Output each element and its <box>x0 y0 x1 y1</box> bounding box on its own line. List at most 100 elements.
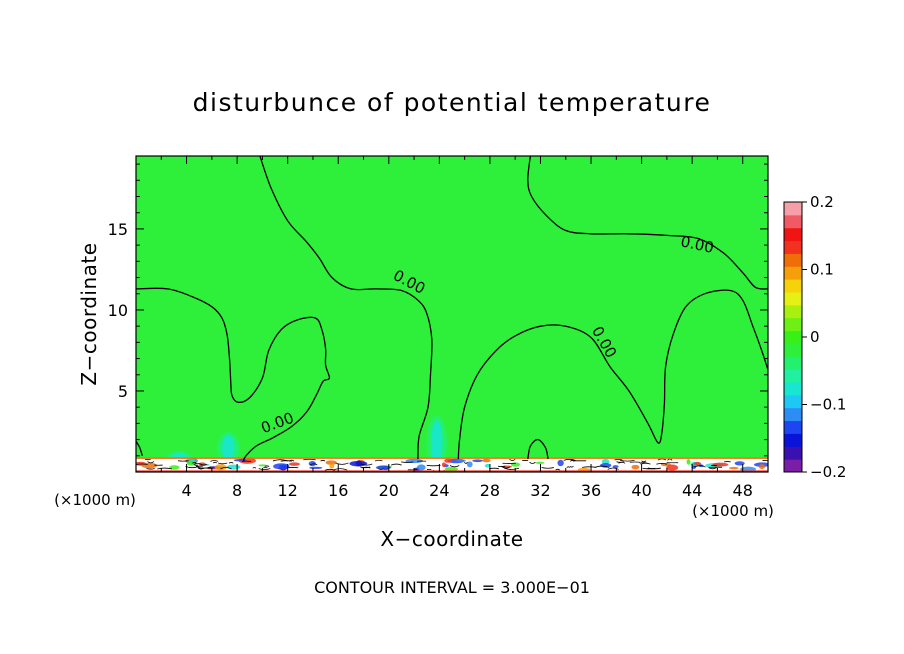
anomaly-spot-1 <box>221 434 235 461</box>
surface-contour-39 <box>335 462 349 465</box>
colorbar-swatch-12 <box>784 304 802 319</box>
surface-contour-16 <box>146 468 155 470</box>
surface-blob-65 <box>441 462 446 468</box>
surface-contour-57 <box>594 465 610 468</box>
colorbar-swatch-14 <box>784 279 802 293</box>
contour-line-3 <box>527 156 768 290</box>
surface-blob-2 <box>309 466 323 470</box>
surface-blob-67 <box>686 459 691 465</box>
colorbar-swatch-19 <box>784 214 802 229</box>
colorbar-swatch-6 <box>784 382 802 396</box>
x-axis-label: X−coordinate <box>380 527 523 551</box>
surface-blob-60 <box>693 462 702 466</box>
surface-contour-14 <box>136 463 148 465</box>
surface-contour-60 <box>555 468 561 471</box>
x-axis-ticks: 4 8 12 16 20 24 28 32 36 40 44 48 <box>160 156 753 500</box>
surface-blob-33 <box>444 467 459 472</box>
x-tick-label-44: 44 <box>682 481 702 500</box>
surface-blob-14 <box>601 458 610 465</box>
contour-interval-note: CONTOUR INTERVAL = 3.000E−01 <box>314 578 590 597</box>
y-axis-label: Z−coordinate <box>77 242 101 385</box>
x-tick-label-28: 28 <box>480 481 500 500</box>
y-tick-label-15: 15 <box>108 220 128 239</box>
x-tick-label-32: 32 <box>530 481 550 500</box>
surface-contour-75 <box>642 467 656 470</box>
surface-contour-81 <box>541 467 554 469</box>
surface-contour-0 <box>324 468 336 471</box>
surface-blob-51 <box>728 466 739 470</box>
colorbar-swatch-5 <box>784 394 802 409</box>
colorbar-swatch-3 <box>784 420 802 434</box>
colorbar-swatch-16 <box>784 253 802 267</box>
surface-blob-62 <box>472 459 483 463</box>
colorbar-tick-label-1: 0.1 <box>810 261 834 279</box>
colorbar-swatch-18 <box>784 227 802 242</box>
colorbar-tick-label-4: −0.2 <box>810 463 846 481</box>
surface-contour-47 <box>309 463 318 466</box>
contour-line-0 <box>136 287 331 462</box>
surface-blob-52 <box>214 464 227 471</box>
surface-contour-70 <box>361 463 373 466</box>
surface-contour-54 <box>258 468 271 471</box>
y-tick-label-5: 5 <box>118 382 128 401</box>
surface-blob-28 <box>416 464 426 471</box>
contour-line-5 <box>527 438 549 460</box>
colorbar-tick-label-2: 0 <box>810 328 820 346</box>
surface-blob-61 <box>349 460 368 467</box>
surface-contour-73 <box>501 466 511 469</box>
surface-contour-55 <box>360 466 371 469</box>
x-tick-label-24: 24 <box>429 481 449 500</box>
x-tick-label-8: 8 <box>232 481 242 500</box>
surface-contour-27 <box>607 467 619 470</box>
surface-blob-21 <box>226 464 241 470</box>
surface-contour-2 <box>212 461 218 464</box>
surface-contour-28 <box>147 461 155 464</box>
colorbar-tick-label-0: 0.2 <box>810 193 834 211</box>
surface-contour-38 <box>332 468 348 471</box>
surface-blob-32 <box>466 461 473 468</box>
x-unit-label-right: (×1000 m) <box>692 502 774 520</box>
surface-blob-63 <box>325 460 337 465</box>
x-tick-label-12: 12 <box>278 481 298 500</box>
surface-blob-16 <box>482 458 491 463</box>
x-tick-label-48: 48 <box>733 481 753 500</box>
anomaly-spot-0 <box>431 420 443 466</box>
colorbar-swatch-2 <box>784 433 802 447</box>
surface-contour-68 <box>210 460 219 462</box>
colorbar-swatch-4 <box>784 407 802 422</box>
surface-blob-56 <box>484 463 491 468</box>
surface-contour-35 <box>504 467 520 470</box>
surface-blob-41 <box>456 459 466 462</box>
colorbar-swatch-20 <box>784 202 802 216</box>
surface-blob-39 <box>758 464 766 470</box>
surface-blob-50 <box>273 463 290 470</box>
surface-contour-33 <box>693 465 706 468</box>
x-tick-label-20: 20 <box>379 481 399 500</box>
colorbar <box>783 201 803 473</box>
colorbar-swatch-15 <box>784 266 802 280</box>
colorbar-swatch-11 <box>784 317 802 332</box>
surface-contour-59 <box>303 458 316 461</box>
surface-contour-80 <box>320 460 326 462</box>
colorbar-ticks: 0.2 0.1 0 −0.1 −0.2 <box>802 193 846 481</box>
surface-contour-67 <box>618 461 626 464</box>
surface-blob-10 <box>612 465 619 469</box>
x-tick-label-4: 4 <box>181 481 191 500</box>
plot-frame <box>135 155 769 473</box>
surface-contour-89 <box>157 467 173 470</box>
surface-noise-band <box>136 457 768 472</box>
surface-contour-24 <box>529 461 536 464</box>
colorbar-swatch-9 <box>784 343 802 357</box>
cyan-anomaly-group <box>165 415 448 471</box>
surface-contour-69 <box>509 458 516 461</box>
surface-contour-11 <box>400 461 414 463</box>
surface-contour-51 <box>390 463 402 466</box>
surface-contour-3 <box>449 465 460 468</box>
colorbar-swatch-0 <box>784 459 802 473</box>
surface-contour-45 <box>374 459 383 462</box>
x-tick-label-36: 36 <box>581 481 601 500</box>
surface-contour-86 <box>656 463 668 465</box>
surface-contour-22 <box>193 462 202 465</box>
plot-area-field <box>136 156 768 472</box>
surface-contour-64 <box>220 466 232 470</box>
